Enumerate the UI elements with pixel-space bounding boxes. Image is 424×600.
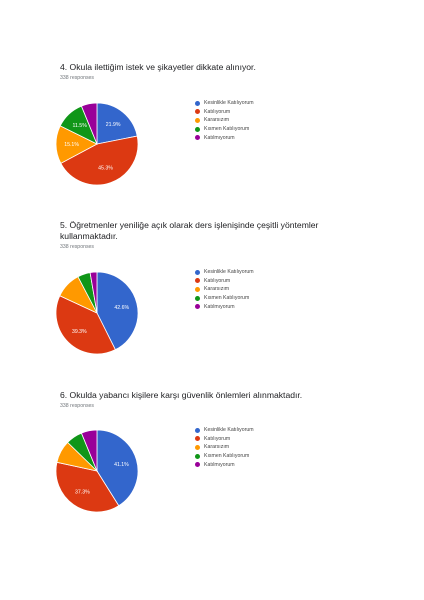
pie-slice-5 xyxy=(89,271,98,314)
pie-slice-2 xyxy=(55,295,116,355)
response-count: 338 responses xyxy=(60,244,95,250)
slice-label: 11.5% xyxy=(72,123,87,129)
legend-item: Katılmıyorum xyxy=(195,302,254,311)
legend-label: Kesinlikle Katılıyorum xyxy=(204,100,254,107)
legend-item: Katılıyorum xyxy=(195,435,254,444)
legend-swatch xyxy=(195,304,200,310)
pie-svg: 42.6% 39.3% xyxy=(55,271,139,355)
legend-label: Kısmen Katılıyorum xyxy=(204,126,250,133)
legend-swatch xyxy=(195,427,200,433)
pie-slice-2 xyxy=(60,135,139,186)
legend-label: Kesinlikle Katılıyorum xyxy=(204,427,254,434)
pie-slice-5 xyxy=(80,429,98,472)
legend-swatch xyxy=(195,135,200,141)
legend-swatch xyxy=(195,444,200,450)
legend-label: Kararsızım xyxy=(204,117,230,124)
legend-swatch xyxy=(195,453,200,459)
legend-swatch xyxy=(195,462,200,468)
legend-swatch xyxy=(195,436,200,442)
question-title: 4. Okula ilettiğim istek ve şikayetler d… xyxy=(60,62,256,72)
legend-label: Katılmıyorum xyxy=(204,461,235,468)
legend-swatch xyxy=(195,295,200,301)
response-count: 338 responses xyxy=(60,403,95,409)
question-block: 5. Öğretmenler yeniliğe açık olarak ders… xyxy=(60,220,360,250)
legend-label: Katılıyorum xyxy=(204,277,231,284)
legend-item: Kısmen Katılıyorum xyxy=(195,125,254,134)
question-title: 5. Öğretmenler yeniliğe açık olarak ders… xyxy=(60,220,319,241)
legend-label: Kısmen Katılıyorum xyxy=(204,295,250,302)
legend-item: Kesinlikle Katılıyorum xyxy=(195,268,254,277)
legend-item: Kesinlikle Katılıyorum xyxy=(195,426,254,435)
legend-item: Kesinlikle Katılıyorum xyxy=(195,99,254,108)
pie-slice-2 xyxy=(55,461,120,513)
legend-label: Katılmıyorum xyxy=(204,303,235,310)
legend-swatch xyxy=(195,100,200,106)
chart-legend: Kesinlikle Katılıyorum Katılıyorum Kararsı… xyxy=(195,268,254,311)
legend-swatch xyxy=(195,286,200,292)
legend-swatch xyxy=(195,117,200,123)
legend-item: Kısmen Katılıyorum xyxy=(195,294,254,303)
legend-swatch xyxy=(195,109,200,115)
question-block: 4. Okula ilettiğim istek ve şikayetler d… xyxy=(60,62,360,81)
legend-label: Kesinlikle Katılıyorum xyxy=(204,269,254,276)
legend-label: Katılıyorum xyxy=(204,108,231,115)
legend-item: Katılmıyorum xyxy=(195,460,254,469)
pie-chart: 41.1% 37.3% Kesinlikle Katılıyorum Katılıy… xyxy=(0,426,300,516)
pie-slice-1 xyxy=(96,102,138,145)
pie-svg: 21.9% 45.3% 15.1% 11.5% xyxy=(55,102,139,186)
legend-item: Katılıyorum xyxy=(195,108,254,117)
slice-label: 41.1% xyxy=(114,462,129,468)
legend-swatch xyxy=(195,269,200,275)
pie-slice-5 xyxy=(80,102,98,145)
chart-legend: Kesinlikle Katılıyorum Katılıyorum Kararsı… xyxy=(195,426,254,469)
slice-label: 21.9% xyxy=(106,122,121,128)
slice-label: 42.6% xyxy=(114,305,129,311)
response-count: 338 responses xyxy=(60,75,95,81)
pie-chart: 21.9% 45.3% 15.1% 11.5% Kesinlikle Katılıyo… xyxy=(0,99,300,189)
legend-label: Katılmıyorum xyxy=(204,134,235,141)
chart-legend: Kesinlikle Katılıyorum Katılıyorum Kararsı… xyxy=(195,99,254,142)
legend-item: Katılıyorum xyxy=(195,277,254,286)
question-title: 6. Okulda yabancı kişilere karşı güvenli… xyxy=(60,390,303,400)
slice-label: 15.1% xyxy=(64,142,79,148)
legend-item: Kararsızım xyxy=(195,443,254,452)
pie-svg: 41.1% 37.3% xyxy=(55,429,139,513)
legend-label: Katılıyorum xyxy=(204,435,231,442)
question-block: 6. Okulda yabancı kişilere karşı güvenli… xyxy=(60,390,360,409)
legend-label: Kararsızım xyxy=(204,286,230,293)
pie-slice-1 xyxy=(96,271,139,351)
legend-item: Kısmen Katılıyorum xyxy=(195,452,254,461)
legend-label: Kısmen Katılıyorum xyxy=(204,453,250,460)
slice-label: 45.3% xyxy=(98,166,113,172)
legend-swatch xyxy=(195,278,200,284)
legend-swatch xyxy=(195,126,200,132)
pie-chart: 42.6% 39.3% Kesinlikle Katılıyorum Katılıy… xyxy=(0,268,300,358)
legend-item: Kararsızım xyxy=(195,116,254,125)
slice-label: 39.3% xyxy=(72,329,87,335)
legend-item: Kararsızım xyxy=(195,285,254,294)
legend-item: Katılmıyorum xyxy=(195,133,254,142)
slice-label: 37.3% xyxy=(75,490,90,496)
legend-label: Kararsızım xyxy=(204,444,230,451)
